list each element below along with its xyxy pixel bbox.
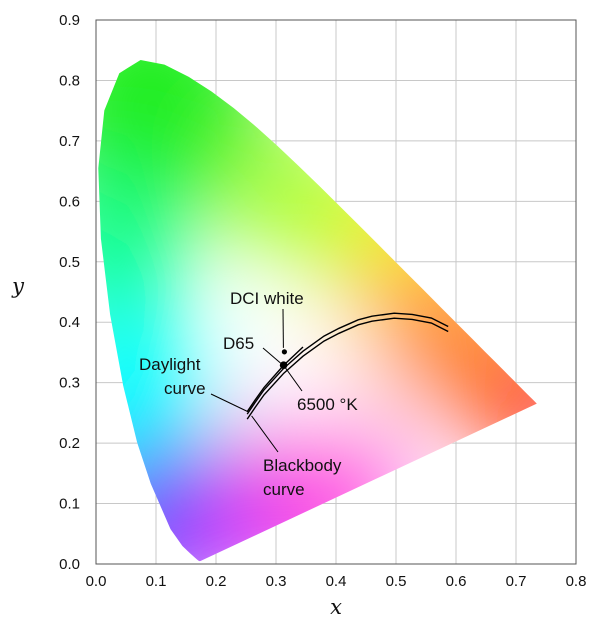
y-tick-label: 0.8 <box>59 72 80 89</box>
y-tick-label: 0.1 <box>59 496 80 513</box>
x-tick-label: 0.6 <box>446 573 467 590</box>
blackbody-curve-offset-line <box>246 317 449 420</box>
x-tick-label: 0.2 <box>206 573 227 590</box>
curves <box>246 312 449 420</box>
dci-white-label: DCI white <box>230 289 304 308</box>
blackbody-curve-leader <box>251 415 279 453</box>
x-tick-label: 0.1 <box>146 573 167 590</box>
daylight-curve-leader <box>210 393 249 413</box>
point-d65 <box>279 361 288 369</box>
annotation-leaders <box>210 308 303 453</box>
y-tick-label: 0.3 <box>59 375 80 392</box>
d65-leader <box>262 347 281 364</box>
x-tick-label: 0.0 <box>86 573 107 590</box>
y-tick-label: 0.2 <box>59 435 80 452</box>
y-tick-label: 0.7 <box>59 133 80 150</box>
y-tick-label: 0.4 <box>59 314 80 331</box>
6500k-label: 6500 °K <box>297 395 358 414</box>
points <box>279 349 288 369</box>
plot-frame <box>95 19 577 565</box>
y-tick-label: 0.9 <box>59 12 80 29</box>
point-dci-white <box>281 349 287 355</box>
daylight-label-line2: curve <box>164 379 206 398</box>
x-tick-label: 0.4 <box>326 573 347 590</box>
annotations: DCI white D65 Daylight curve 6500 °K Bla… <box>139 289 358 499</box>
x-tick-label: 0.7 <box>506 573 527 590</box>
x-axis-label: x <box>330 595 342 619</box>
y-axis-label: y <box>11 274 25 298</box>
blackbody-curve-line <box>246 312 449 415</box>
6500k-leader <box>285 367 303 392</box>
y-tick-label: 0.5 <box>59 254 80 271</box>
x-tick-label: 0.5 <box>386 573 407 590</box>
x-tick-labels: 0.0 0.1 0.2 0.3 0.4 0.5 0.6 0.7 0.8 <box>86 573 587 590</box>
daylight-label-line1: Daylight <box>139 355 201 374</box>
x-tick-label: 0.8 <box>566 573 587 590</box>
y-tick-label: 0.6 <box>59 193 80 210</box>
y-tick-label: 0.0 <box>59 556 80 573</box>
d65-label: D65 <box>223 334 254 353</box>
blackbody-label-line1: Blackbody <box>263 456 342 475</box>
x-tick-label: 0.3 <box>266 573 287 590</box>
gamut-color-fill <box>98 60 537 562</box>
y-tick-labels: 0.0 0.1 0.2 0.3 0.4 0.5 0.6 0.7 0.8 0.9 <box>59 12 80 573</box>
daylight-curve-line <box>246 346 304 413</box>
blackbody-label-line2: curve <box>263 480 305 499</box>
